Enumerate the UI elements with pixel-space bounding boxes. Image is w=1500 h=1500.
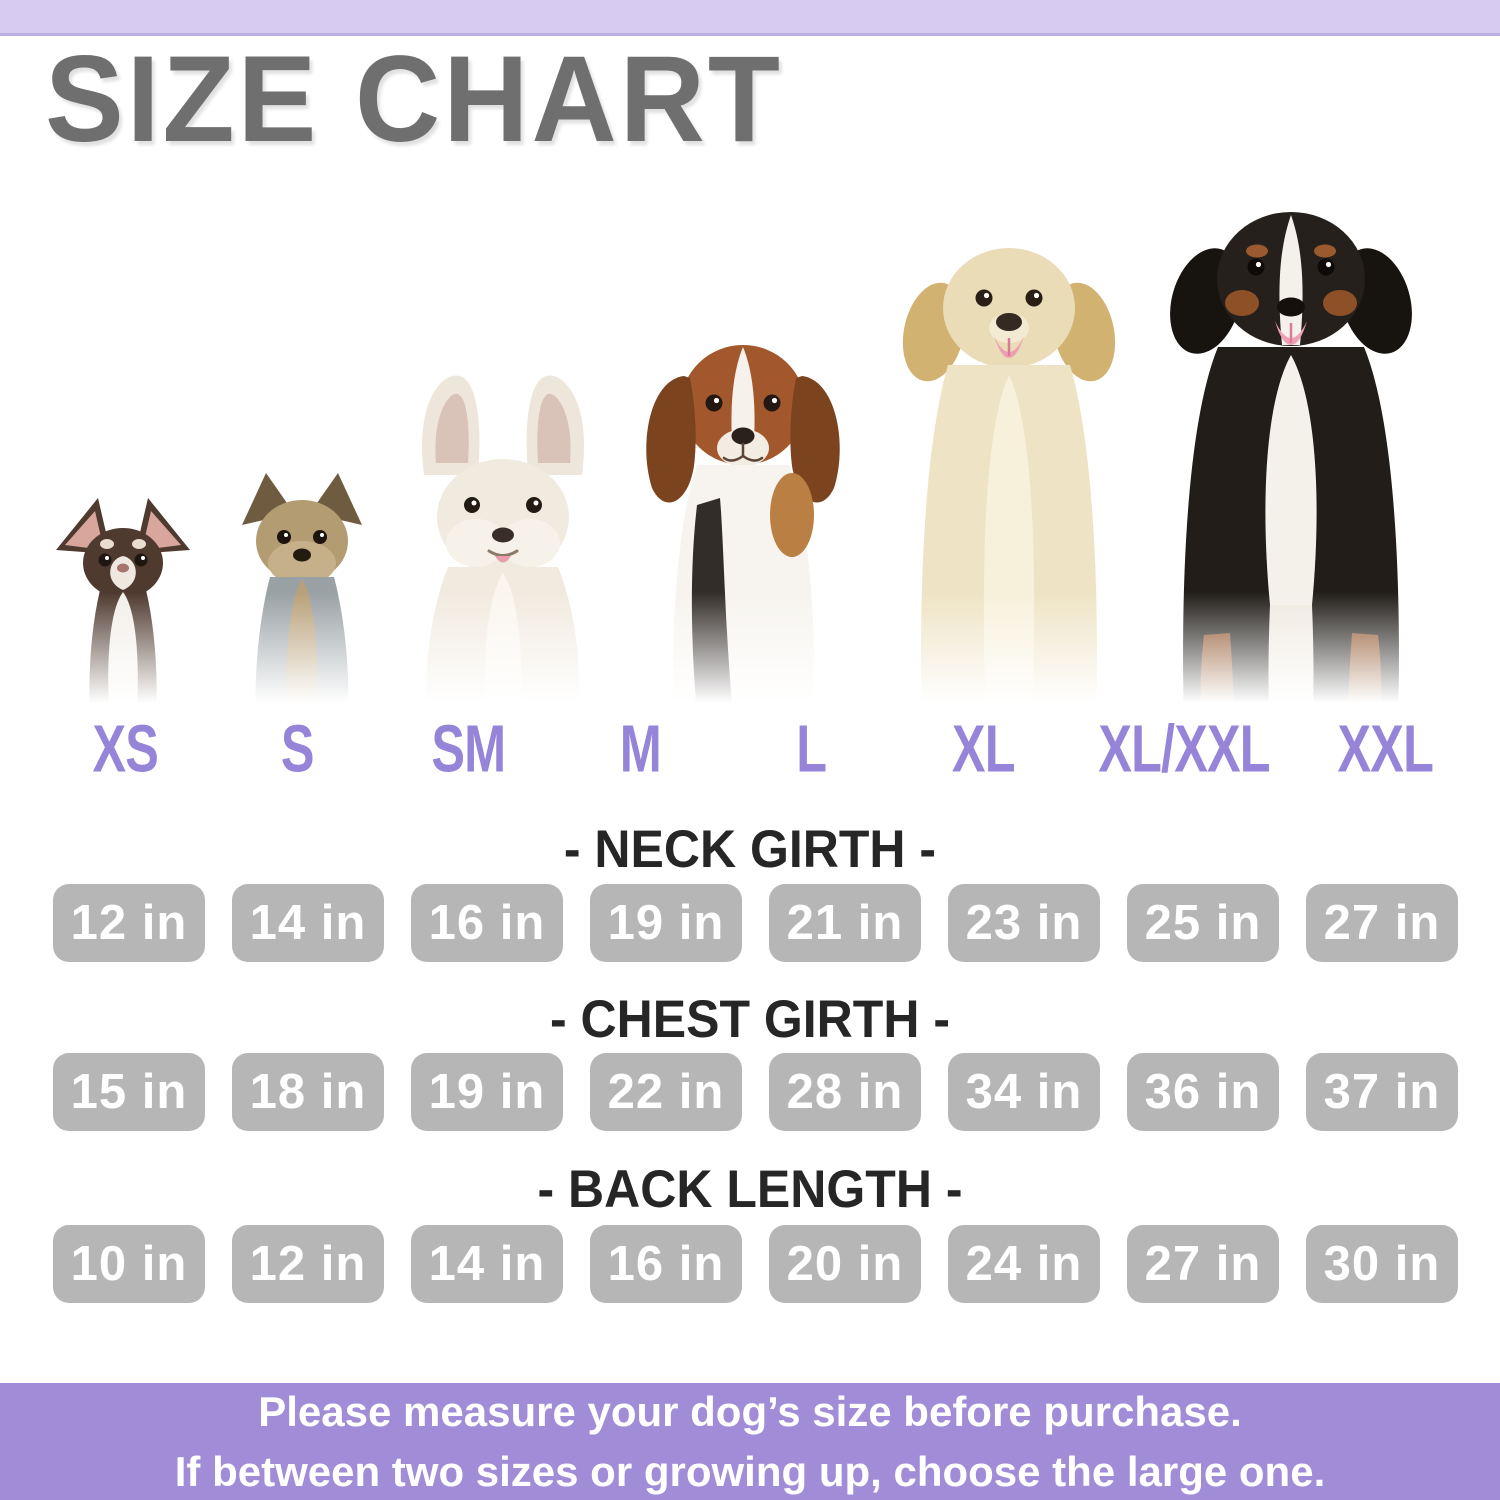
back-length-header: - BACK LENGTH - bbox=[537, 1159, 963, 1219]
back-length-value: 30 in bbox=[1306, 1225, 1458, 1303]
fade-overlay bbox=[0, 592, 1500, 727]
neck-girth-value: 12 in bbox=[53, 884, 205, 962]
neck-girth-value: 19 in bbox=[590, 884, 742, 962]
chest-girth-value: 18 in bbox=[232, 1053, 384, 1131]
footer-note-line2: If between two sizes or growing up, choo… bbox=[174, 1447, 1326, 1495]
chest-girth-header: - CHEST GIRTH - bbox=[550, 989, 950, 1049]
back-length-value: 27 in bbox=[1127, 1225, 1279, 1303]
neck-girth-value: 25 in bbox=[1127, 884, 1279, 962]
footer-note-line1: Please measure your dog’s size before pu… bbox=[258, 1387, 1242, 1435]
size-label-sm: SM bbox=[431, 710, 506, 787]
back-length-value: 24 in bbox=[948, 1225, 1100, 1303]
chest-girth-value: 22 in bbox=[590, 1053, 742, 1131]
back-length-value: 16 in bbox=[590, 1225, 742, 1303]
neck-girth-value: 23 in bbox=[948, 884, 1100, 962]
size-label-s: S bbox=[280, 710, 314, 787]
back-length-value: 10 in bbox=[53, 1225, 205, 1303]
dogs-row bbox=[0, 160, 1500, 727]
neck-girth-value: 16 in bbox=[411, 884, 563, 962]
neck-girth-value: 21 in bbox=[769, 884, 921, 962]
chest-girth-value: 34 in bbox=[948, 1053, 1100, 1131]
back-length-value: 20 in bbox=[769, 1225, 921, 1303]
neck-girth-header: - NECK GIRTH - bbox=[563, 819, 937, 879]
chest-girth-value: 19 in bbox=[411, 1053, 563, 1131]
page-title: SIZE CHART bbox=[45, 30, 783, 168]
size-label-xl: XL bbox=[951, 710, 1016, 787]
back-length-value: 12 in bbox=[232, 1225, 384, 1303]
chest-girth-value: 36 in bbox=[1127, 1053, 1279, 1131]
back-length-row: 10 in 12 in 14 in 16 in 20 in 24 in 27 i… bbox=[53, 1225, 1458, 1303]
neck-girth-value: 14 in bbox=[232, 884, 384, 962]
footer-banner: Please measure your dog’s size before pu… bbox=[0, 1383, 1500, 1500]
size-label-m: M bbox=[619, 710, 661, 787]
top-border-bar bbox=[0, 0, 1500, 36]
size-labels-row: XS S SM M L XL XL/XXL XXL bbox=[53, 711, 1458, 786]
back-length-value: 14 in bbox=[411, 1225, 563, 1303]
chest-girth-row: 15 in 18 in 19 in 22 in 28 in 34 in 36 i… bbox=[53, 1053, 1458, 1131]
size-label-xxl: XXL bbox=[1337, 710, 1434, 787]
chest-girth-value: 15 in bbox=[53, 1053, 205, 1131]
neck-girth-value: 27 in bbox=[1306, 884, 1458, 962]
size-label-l: L bbox=[796, 710, 828, 787]
neck-girth-row: 12 in 14 in 16 in 19 in 21 in 23 in 25 i… bbox=[53, 884, 1458, 962]
chest-girth-value: 37 in bbox=[1306, 1053, 1458, 1131]
chest-girth-value: 28 in bbox=[769, 1053, 921, 1131]
size-label-xlxxl: XL/XXL bbox=[1098, 710, 1271, 787]
size-label-xs: XS bbox=[92, 710, 159, 787]
